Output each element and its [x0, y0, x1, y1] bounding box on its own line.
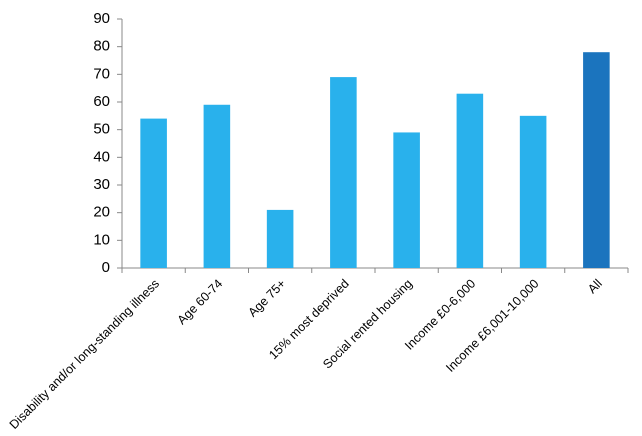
- y-tick-label: 80: [93, 38, 110, 55]
- bar: [140, 118, 167, 268]
- bar: [393, 132, 420, 268]
- bar: [330, 77, 357, 268]
- y-tick-label: 0: [102, 259, 110, 276]
- y-tick-label: 90: [93, 10, 110, 27]
- bar: [583, 52, 610, 269]
- y-tick-label: 70: [93, 65, 110, 82]
- y-tick-label: 50: [93, 121, 110, 138]
- bar: [203, 104, 231, 269]
- y-tick-label: 40: [93, 148, 110, 165]
- x-tick-label: All: [585, 277, 605, 297]
- x-tick-label: Age 60-74: [175, 277, 226, 328]
- bar: [266, 209, 294, 268]
- bar: [519, 115, 547, 268]
- y-tick-label: 10: [93, 231, 110, 248]
- y-tick-label: 60: [93, 93, 110, 110]
- x-tick-label: Disability and/or long-standing illness: [7, 277, 162, 432]
- x-tick-label: Age 75+: [245, 277, 288, 320]
- y-tick-label: 30: [93, 176, 110, 193]
- bar: [456, 93, 484, 268]
- y-tick-label: 20: [93, 204, 110, 221]
